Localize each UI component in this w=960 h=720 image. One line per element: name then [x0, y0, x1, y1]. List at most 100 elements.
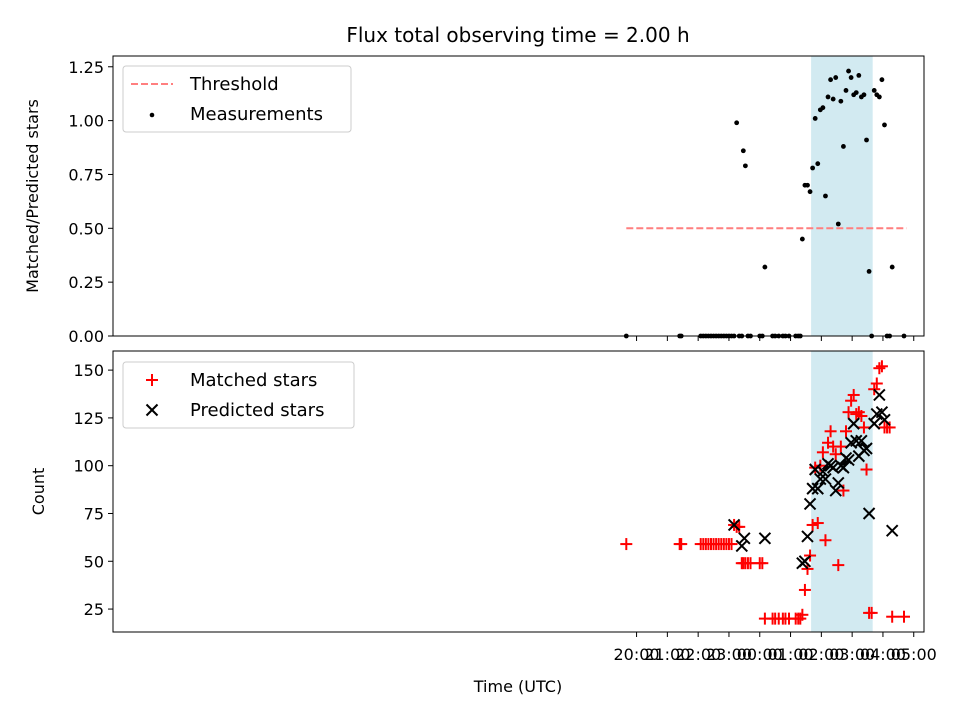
matched-star-point [850, 408, 863, 421]
predicted-star-point [758, 532, 772, 545]
predicted-star-point [847, 417, 860, 430]
predicted-star-point [842, 453, 855, 467]
legend-measurements-swatch [149, 112, 155, 118]
measurement-point [828, 77, 833, 83]
predicted-star-point [814, 472, 827, 486]
measurement-point [740, 148, 746, 154]
legend-matched-label: Matched stars [190, 370, 317, 391]
predicted-star-point [803, 497, 817, 511]
predicted-star-point [875, 405, 889, 419]
matched-star-point [845, 394, 858, 407]
matched-star-point [834, 440, 847, 453]
ratio-y-axis: 0.00 0.25 0.50 0.75 1.00 1.25 [68, 58, 113, 346]
predicted-star-points [727, 388, 899, 570]
measurement-point [864, 137, 869, 143]
measurement-point [833, 75, 839, 80]
measurement-point [815, 161, 821, 167]
time-x-tick-label: 01:00 [767, 645, 813, 664]
count-legend: Matched stars Predicted stars [122, 361, 355, 429]
predicted-star-point [829, 484, 842, 497]
ratio-axes-frame [112, 55, 925, 337]
predicted-star-point [855, 434, 868, 448]
measurement-point [866, 268, 872, 274]
measurement-point [856, 72, 862, 78]
measurement-point [882, 122, 887, 128]
measurement-point [879, 77, 885, 83]
legend-matched-swatch [146, 374, 158, 386]
time-x-tick-label: 00:00 [737, 645, 783, 664]
measurement-point [734, 120, 740, 126]
ratio-y-tick-label: 0.25 [68, 273, 104, 292]
time-x-axis: 20:0021:0022:0023:0000:0001:0002:0003:00… [614, 632, 937, 664]
matched-star-point [819, 534, 832, 547]
time-x-tick-label: 23:00 [706, 645, 752, 664]
matched-star-point [883, 421, 896, 434]
matched-star-point [756, 557, 769, 570]
count-y-tick-label: 75 [84, 504, 104, 523]
matched-star-point [829, 448, 842, 461]
legend-predicted-label: Predicted stars [190, 400, 324, 421]
time-x-tick-label: 22:00 [675, 645, 721, 664]
measurement-point [846, 68, 851, 74]
matched-star-point [725, 538, 738, 551]
matched-star-point [796, 608, 809, 621]
matched-star-point [873, 362, 886, 375]
predicted-star-point [862, 507, 876, 520]
predicted-star-point [860, 442, 873, 455]
measurement-point [889, 264, 895, 270]
matched-star-point [870, 377, 883, 390]
legend-threshold-label: Threshold [189, 74, 279, 95]
measurement-point [799, 236, 805, 242]
matched-star-point [839, 425, 852, 438]
matched-star-point [865, 606, 878, 619]
count-y-axis: 25 50 75 100 125 150 [73, 361, 113, 619]
matched-star-point [837, 484, 850, 497]
measurement-point [812, 116, 818, 121]
predicted-star-point [868, 417, 881, 430]
x-axis-label: Time (UTC) [473, 677, 562, 696]
count-y-tick-label: 150 [73, 361, 104, 380]
predicted-star-point [837, 461, 850, 474]
time-x-tick-label: 05:00 [891, 645, 937, 664]
matched-star-point [886, 610, 899, 623]
legend-measurements-label: Measurements [190, 104, 323, 125]
ratio-y-tick-label: 0.50 [68, 219, 104, 238]
predicted-star-point [806, 482, 819, 495]
measurement-point [825, 94, 831, 100]
predicted-star-point [878, 413, 891, 427]
time-x-tick-label: 21:00 [644, 645, 690, 664]
measurement-point [805, 182, 810, 188]
measurement-point [838, 98, 844, 104]
predicted-star-point [798, 555, 812, 568]
measurement-point [871, 88, 877, 93]
matched-star-point [832, 559, 845, 572]
measurement-point [848, 75, 854, 80]
measurement-point [742, 163, 748, 169]
predicted-star-point [850, 434, 863, 448]
count-legend-box [122, 361, 355, 429]
predicted-star-point [816, 465, 830, 478]
predicted-star-point [735, 539, 748, 553]
matched-star-point [857, 421, 870, 434]
count-y-tick-label: 25 [84, 600, 104, 619]
measurement-point [820, 105, 826, 111]
measurement-point [762, 264, 768, 270]
measurement-point [843, 88, 849, 93]
ratio-legend: Threshold Measurements [122, 65, 352, 133]
count-panel: 25 50 75 100 125 150 20:0021:0022:0023:0000:0… [29, 350, 937, 696]
ratio-y-tick-label: 0.75 [68, 165, 104, 184]
ratio-y-tick-label: 1.25 [68, 58, 104, 77]
matched-star-point [824, 425, 837, 438]
measurement-point [841, 144, 846, 149]
ratio-y-label: Matched/Predicted stars [23, 99, 42, 293]
ratio-x-ticks [636, 336, 915, 341]
predicted-star-point [885, 524, 899, 537]
measurement-point [823, 193, 828, 199]
matched-star-point [855, 409, 868, 422]
ratio-legend-box [122, 65, 352, 133]
matched-star-point [816, 446, 829, 459]
count-y-label: Count [29, 468, 48, 516]
predicted-star-point [727, 518, 741, 532]
predicted-star-point [873, 388, 886, 402]
